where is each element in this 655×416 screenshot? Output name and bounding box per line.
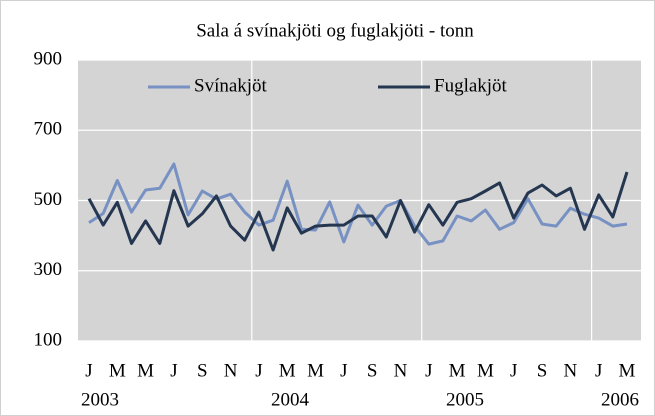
x-tick-label: M (279, 360, 296, 381)
y-tick-label: 300 (34, 259, 63, 280)
x-tick-label: J (255, 360, 262, 381)
legend-label: Svínakjöt (194, 75, 268, 96)
x-tick-label: M (307, 360, 324, 381)
x-tick-label: M (449, 360, 466, 381)
y-tick-label: 900 (34, 48, 63, 69)
x-tick-label: J (595, 360, 602, 381)
x-tick-label: M (109, 360, 126, 381)
year-label: 2004 (271, 389, 310, 410)
x-tick-label: M (477, 360, 494, 381)
year-label: 2005 (446, 389, 484, 410)
y-tick-label: 500 (34, 189, 63, 210)
x-tick-label: N (224, 360, 238, 381)
y-tick-label: 700 (34, 119, 63, 140)
year-label: 2006 (601, 389, 639, 410)
x-tick-label: J (85, 360, 92, 381)
x-tick-label: S (537, 360, 548, 381)
x-tick-label: N (564, 360, 578, 381)
x-tick-label: J (510, 360, 517, 381)
x-tick-label: J (340, 360, 347, 381)
x-tick-label: J (170, 360, 177, 381)
x-tick-label: M (619, 360, 636, 381)
x-tick-label: J (425, 360, 432, 381)
series-line (88, 162, 628, 246)
y-tick-label: 100 (34, 329, 63, 350)
x-tick-label: M (137, 360, 154, 381)
x-tick-label: S (197, 360, 208, 381)
year-label: 2003 (81, 389, 119, 410)
x-tick-label: S (367, 360, 378, 381)
x-tick-label: N (394, 360, 408, 381)
chart-title: Sala á svínakjöti og fuglakjöti - tonn (196, 20, 474, 41)
series-line (87, 171, 629, 252)
legend-label: Fuglakjöt (434, 75, 508, 96)
